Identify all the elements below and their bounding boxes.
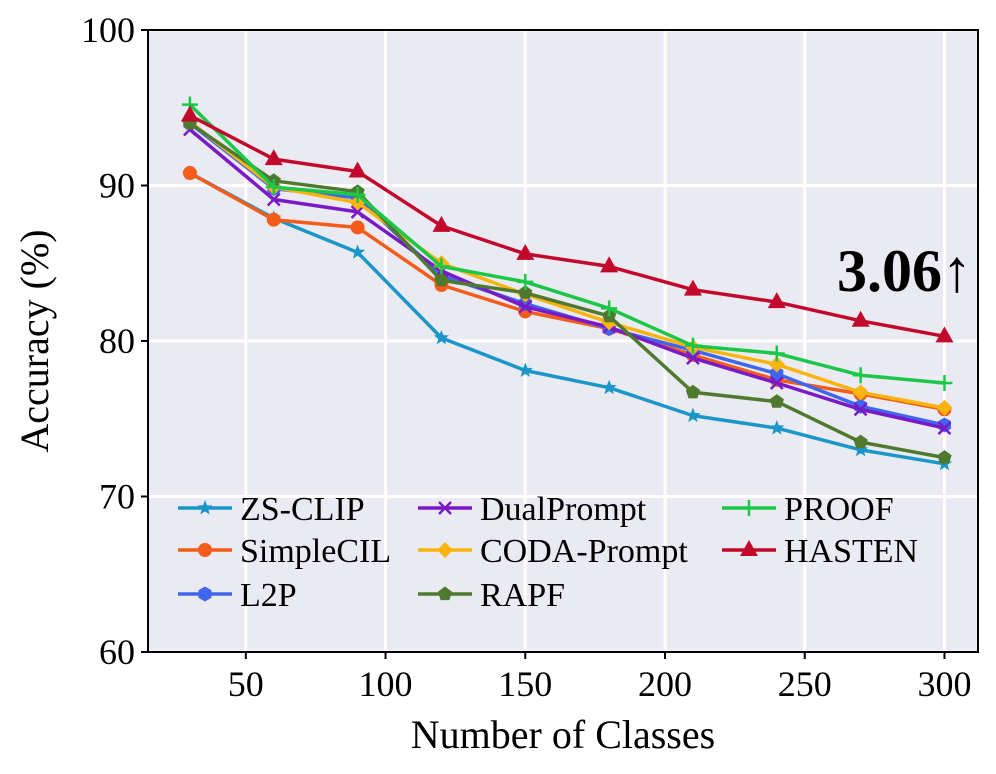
data-point-simplecil-30 <box>182 166 197 181</box>
data-point-hasten-210 <box>683 279 702 296</box>
data-point-zs-clip-90 <box>350 244 366 259</box>
legend-label-coda-prompt: CODA-Prompt <box>480 533 688 570</box>
data-point-proof-210 <box>684 337 701 354</box>
series-hasten <box>180 105 954 343</box>
x-tick-label-100: 100 <box>359 664 413 704</box>
y-tick-label-60: 60 <box>99 632 135 672</box>
data-point-proof-240 <box>768 345 785 362</box>
data-point-zs-clip-270 <box>853 441 869 457</box>
data-point-dualprompt-60 <box>266 192 281 207</box>
data-point-dualprompt-300 <box>937 421 952 435</box>
legend-marker-zs-clip <box>197 500 213 515</box>
data-point-hasten-270 <box>851 310 870 327</box>
data-point-zs-clip-180 <box>601 379 617 395</box>
data-point-l2p-240 <box>770 366 784 382</box>
data-point-dualprompt-90 <box>350 205 365 219</box>
legend-entry-zs-clip: ZS-CLIP <box>178 491 365 528</box>
legend-marker-coda-prompt <box>437 542 453 558</box>
x-tick-label-50: 50 <box>228 664 264 704</box>
data-point-proof-90 <box>349 186 366 203</box>
legend-entry-coda-prompt: CODA-Prompt <box>418 533 688 570</box>
data-point-coda-prompt-270 <box>852 384 869 401</box>
data-point-dualprompt-240 <box>769 376 784 390</box>
x-tick-label-300: 300 <box>917 664 971 704</box>
data-point-hasten-150 <box>516 243 535 260</box>
data-point-proof-60 <box>265 179 282 196</box>
data-point-rapf-150 <box>518 285 533 299</box>
x-tick-label-200: 200 <box>638 664 692 704</box>
data-point-proof-180 <box>601 300 618 317</box>
data-point-hasten-300 <box>935 326 954 343</box>
data-point-proof-300 <box>936 374 953 391</box>
y-axis-title: Accuracy (%) <box>12 229 57 452</box>
x-tick-label-250: 250 <box>778 664 832 704</box>
series-line-coda-prompt <box>188 120 945 410</box>
series-line-simplecil <box>189 171 945 412</box>
legend-entry-simplecil: SimpleCIL <box>178 533 391 570</box>
data-point-proof-270 <box>852 367 869 384</box>
data-point-hasten-60 <box>264 149 283 166</box>
legend-label-rapf: RAPF <box>480 577 565 614</box>
data-point-zs-clip-120 <box>433 329 449 345</box>
y-tick-label-80: 80 <box>99 321 135 361</box>
data-point-simplecil-60 <box>266 212 281 227</box>
data-point-rapf-300 <box>937 450 952 464</box>
x-axis-title: Number of Classes <box>411 712 715 757</box>
data-point-coda-prompt-300 <box>936 399 953 416</box>
legend-label-proof: PROOF <box>784 491 894 528</box>
legend-label-zs-clip: ZS-CLIP <box>240 491 365 528</box>
y-tick-label-100: 100 <box>81 10 135 50</box>
data-point-proof-120 <box>433 258 450 275</box>
data-point-dualprompt-210 <box>686 351 700 365</box>
data-point-hasten-240 <box>767 292 786 309</box>
data-point-simplecil-90 <box>350 220 365 235</box>
legend-marker-dualprompt <box>438 501 452 515</box>
x-tick-label-150: 150 <box>498 664 552 704</box>
legend-marker-proof <box>741 500 757 516</box>
series-proof <box>181 96 953 391</box>
data-point-hasten-30 <box>180 105 199 122</box>
data-point-zs-clip-210 <box>685 407 701 423</box>
data-point-dualprompt-150 <box>518 299 533 314</box>
data-point-hasten-180 <box>600 256 619 273</box>
series-line-zs-clip <box>189 171 945 466</box>
data-point-rapf-240 <box>769 394 784 408</box>
series-line-hasten <box>189 113 945 339</box>
legend-label-hasten: HASTEN <box>784 533 918 570</box>
data-point-proof-150 <box>517 273 534 290</box>
legend-marker-l2p <box>198 586 212 602</box>
series-line-proof <box>188 103 945 385</box>
series-line-rapf <box>188 121 945 460</box>
data-point-zs-clip-150 <box>517 362 533 377</box>
series-layer <box>180 96 954 471</box>
data-point-rapf-210 <box>685 384 701 399</box>
axis-ticks: 50 100 150 200 250 300 60 70 80 90 100 <box>81 10 971 704</box>
legend-label-l2p: L2P <box>240 577 297 614</box>
data-point-hasten-90 <box>348 161 367 178</box>
legend-entry-rapf: RAPF <box>418 577 565 614</box>
legend-entry-l2p: L2P <box>178 577 297 614</box>
data-point-rapf-270 <box>853 434 868 449</box>
legend-label-dualprompt: DualPrompt <box>480 491 647 528</box>
legend-entry-hasten: HASTEN <box>722 533 918 570</box>
legend-marker-rapf <box>437 586 453 601</box>
data-point-coda-prompt-240 <box>768 356 785 373</box>
y-tick-label-90: 90 <box>99 166 135 206</box>
legend-marker-simplecil <box>198 543 212 557</box>
series-line-dualprompt <box>188 128 945 430</box>
data-point-rapf-120 <box>434 272 449 287</box>
data-point-hasten-120 <box>432 215 451 232</box>
improvement-annotation: 3.06↑ <box>837 238 972 304</box>
legend-entry-proof: PROOF <box>722 491 894 528</box>
data-point-dualprompt-270 <box>853 402 868 417</box>
y-tick-label-70: 70 <box>99 477 135 517</box>
legend-entry-dualprompt: DualPrompt <box>418 491 647 528</box>
legend-label-simplecil: SimpleCIL <box>240 533 391 570</box>
legend-marker-hasten <box>740 540 758 556</box>
data-point-zs-clip-240 <box>769 420 785 435</box>
legend: ZS-CLIP SimpleCIL L2P DualPrompt CODA-Prompt… <box>178 491 918 614</box>
